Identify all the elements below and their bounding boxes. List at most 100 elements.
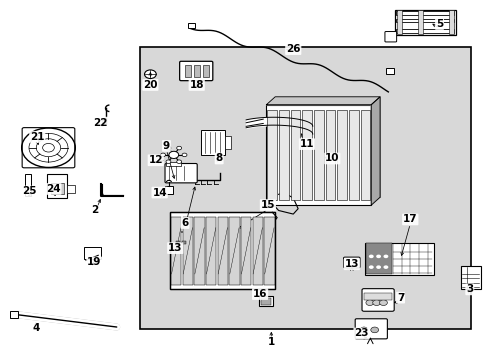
Circle shape [160, 153, 165, 157]
Bar [164, 186, 172, 194]
Bar [201, 130, 225, 155]
Bar [205, 217, 216, 285]
Bar [170, 212, 275, 289]
Text: 3: 3 [465, 284, 472, 294]
FancyBboxPatch shape [164, 163, 197, 183]
Bar [184, 65, 191, 77]
Circle shape [375, 265, 380, 269]
Polygon shape [266, 97, 379, 105]
Text: 6: 6 [181, 218, 188, 228]
Text: 11: 11 [299, 139, 313, 149]
Bar [348, 110, 358, 200]
Bar [170, 212, 275, 289]
Circle shape [383, 255, 387, 258]
Bar [417, 10, 422, 34]
Text: 19: 19 [87, 257, 102, 267]
Bar [395, 12, 453, 15]
Circle shape [176, 160, 181, 163]
Circle shape [165, 146, 170, 150]
Bar [337, 110, 346, 200]
Bar [346, 266, 350, 269]
Circle shape [144, 70, 156, 78]
Bar [364, 293, 391, 300]
Bar [264, 217, 274, 285]
Text: 4: 4 [32, 323, 40, 333]
Bar [360, 110, 369, 200]
Circle shape [165, 160, 170, 163]
Bar [51, 183, 63, 194]
Text: 5: 5 [435, 19, 442, 29]
Bar [25, 174, 31, 196]
Text: 18: 18 [189, 80, 203, 90]
Bar [302, 110, 311, 200]
FancyBboxPatch shape [354, 319, 386, 339]
Bar [267, 110, 277, 200]
Circle shape [359, 327, 367, 333]
Bar [47, 174, 67, 198]
Bar [188, 23, 195, 28]
Bar [67, 185, 75, 193]
Text: 24: 24 [46, 184, 61, 194]
Circle shape [383, 265, 387, 269]
Text: 9: 9 [163, 141, 170, 151]
Text: 7: 7 [396, 293, 404, 303]
Bar [395, 19, 453, 22]
Text: 16: 16 [252, 289, 267, 299]
Text: 13: 13 [168, 243, 182, 253]
Bar [241, 217, 251, 285]
FancyBboxPatch shape [179, 61, 212, 81]
Bar [229, 217, 239, 285]
Bar [171, 217, 181, 285]
Text: 25: 25 [21, 186, 36, 197]
Circle shape [375, 255, 380, 258]
Bar [140, 47, 470, 329]
Text: 14: 14 [152, 188, 166, 198]
Bar [395, 30, 453, 33]
Bar [252, 217, 263, 285]
Bar [448, 10, 453, 34]
Circle shape [182, 153, 186, 157]
FancyBboxPatch shape [361, 289, 393, 311]
Text: 21: 21 [30, 132, 44, 142]
Bar [385, 68, 393, 74]
Bar [266, 105, 370, 205]
Text: 20: 20 [143, 80, 157, 90]
Bar [275, 97, 379, 197]
Bar [290, 110, 300, 200]
FancyBboxPatch shape [172, 232, 189, 243]
Bar [166, 162, 181, 166]
Text: 13: 13 [344, 259, 358, 269]
Text: 1: 1 [267, 337, 274, 347]
Bar [182, 241, 185, 244]
Text: 15: 15 [260, 200, 275, 210]
Circle shape [372, 300, 380, 306]
Bar [176, 241, 180, 244]
Circle shape [368, 255, 373, 258]
Text: 22: 22 [93, 118, 108, 128]
Bar [225, 136, 231, 149]
Polygon shape [370, 97, 379, 205]
Bar [194, 217, 204, 285]
Bar [460, 266, 480, 289]
Bar [366, 243, 391, 274]
Bar [83, 247, 101, 259]
Bar [279, 110, 288, 200]
Text: 10: 10 [325, 153, 339, 163]
Text: 2: 2 [90, 206, 98, 216]
Text: 17: 17 [402, 215, 417, 224]
Bar [183, 217, 193, 285]
Bar [202, 65, 208, 77]
Text: 23: 23 [353, 328, 368, 338]
Text: 8: 8 [215, 153, 223, 163]
Bar [261, 298, 270, 305]
Bar [394, 10, 455, 35]
Bar [325, 110, 335, 200]
Circle shape [368, 265, 373, 269]
Bar [259, 296, 272, 306]
Bar [10, 311, 18, 318]
Bar [193, 65, 200, 77]
FancyBboxPatch shape [343, 257, 359, 268]
Bar [396, 10, 401, 34]
Text: 12: 12 [148, 155, 163, 165]
Circle shape [21, 128, 75, 167]
